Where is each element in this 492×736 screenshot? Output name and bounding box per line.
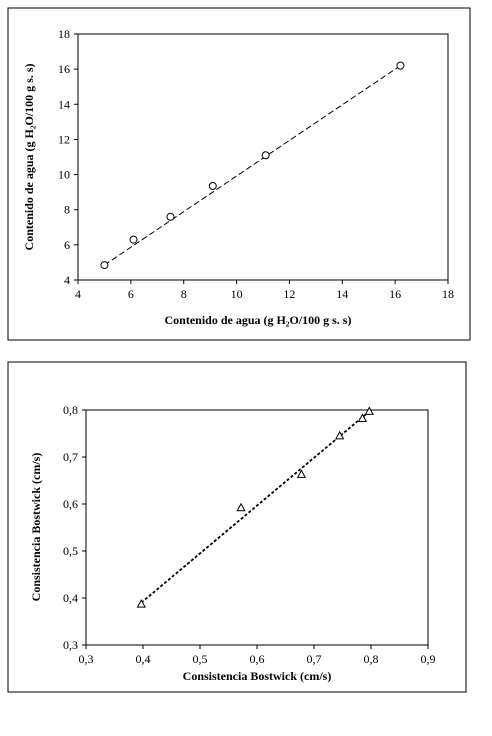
x-tick-label: 18 (442, 287, 454, 301)
x-axis-label: Consistencia Bostwick (cm/s) (183, 669, 332, 683)
x-axis-label: Contenido de agua (g H₂O/100 g s. s) (165, 313, 352, 327)
data-points (100, 61, 405, 270)
x-tick-label: 12 (283, 287, 295, 301)
x-tick-label: 14 (336, 287, 348, 301)
data-point (166, 212, 175, 221)
x-tick-label: 0,8 (364, 652, 379, 666)
x-tick-label: 0,9 (421, 652, 436, 666)
y-axis-label: Consistencia Bostwick (cm/s) (29, 453, 43, 602)
y-tick-label: 0,3 (63, 638, 78, 652)
data-point (129, 235, 138, 244)
data-point (261, 151, 270, 160)
y-tick-label: 10 (58, 168, 70, 182)
x-tick-label: 10 (231, 287, 243, 301)
plot-area (85, 409, 429, 646)
data-point (396, 61, 405, 70)
data-point (136, 599, 146, 608)
data-point (357, 413, 368, 422)
y-tick-label: 0,5 (63, 544, 78, 558)
trendline-group (104, 65, 401, 266)
x-tick-labels: 0,3 0,4 0,5 0,6 0,7 0,8 0,9 (79, 645, 436, 666)
y-tick-label: 6 (64, 238, 70, 252)
y-tick-label: 0,7 (63, 450, 78, 464)
trend-line (140, 410, 370, 604)
x-tick-label: 0,7 (307, 652, 322, 666)
data-point (364, 406, 374, 415)
x-tick-labels: 4 6 8 10 12 14 16 18 (75, 280, 454, 301)
y-tick-label: 8 (64, 203, 70, 217)
x-tick-label: 0,5 (193, 652, 208, 666)
y-tick-labels: 4 6 8 10 12 14 16 18 (58, 27, 78, 287)
data-point (236, 502, 246, 512)
x-tick-label: 0,6 (250, 652, 265, 666)
y-tick-label: 0,8 (63, 403, 78, 417)
x-tick-label: 0,3 (79, 652, 94, 666)
data-point (335, 430, 345, 440)
y-tick-label: 0,6 (63, 497, 78, 511)
x-tick-label: 6 (128, 287, 134, 301)
trendline-group (140, 410, 370, 604)
y-tick-label: 18 (58, 27, 70, 41)
plot-area (77, 33, 449, 281)
y-tick-label: 12 (58, 132, 70, 146)
chart-frame (7, 361, 467, 693)
data-points (136, 406, 374, 608)
x-tick-label: 16 (389, 287, 401, 301)
y-tick-label: 4 (64, 273, 70, 287)
x-tick-label: 8 (181, 287, 187, 301)
chart-water-content: 4 6 8 10 12 14 16 18 4 6 8 10 12 14 16 18 Contenido de… (7, 7, 471, 341)
chart-bostwick-consistency: 0,3 0,4 0,5 0,6 0,7 0,8 0,9 0,3 0,4 0,5 0,6 0,7 0,8… (7, 361, 467, 693)
chart-frame (7, 7, 471, 341)
x-tick-label: 0,4 (136, 652, 151, 666)
y-tick-labels: 0,3 0,4 0,5 0,6 0,7 0,8 (63, 403, 86, 652)
data-point (208, 181, 217, 190)
y-tick-label: 14 (58, 97, 70, 111)
trend-line (104, 65, 401, 266)
data-point (296, 469, 307, 478)
y-tick-label: 16 (58, 62, 70, 76)
y-tick-label: 0,4 (63, 591, 78, 605)
x-tick-label: 4 (75, 287, 81, 301)
data-point (100, 261, 109, 270)
y-axis-label: Contenido de agua (g H₂O/100 g s. s) (22, 64, 36, 251)
